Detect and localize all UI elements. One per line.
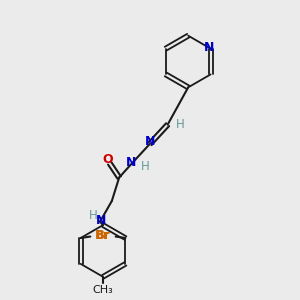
Text: N: N xyxy=(96,214,107,227)
Text: N: N xyxy=(126,156,136,169)
Text: N: N xyxy=(204,40,214,54)
Text: Br: Br xyxy=(95,230,110,242)
Text: Br: Br xyxy=(96,230,111,242)
Text: H: H xyxy=(141,160,149,173)
Text: H: H xyxy=(176,118,184,131)
Text: O: O xyxy=(102,153,113,167)
Text: H: H xyxy=(89,209,98,222)
Text: N: N xyxy=(145,135,155,148)
Text: CH₃: CH₃ xyxy=(93,285,113,295)
